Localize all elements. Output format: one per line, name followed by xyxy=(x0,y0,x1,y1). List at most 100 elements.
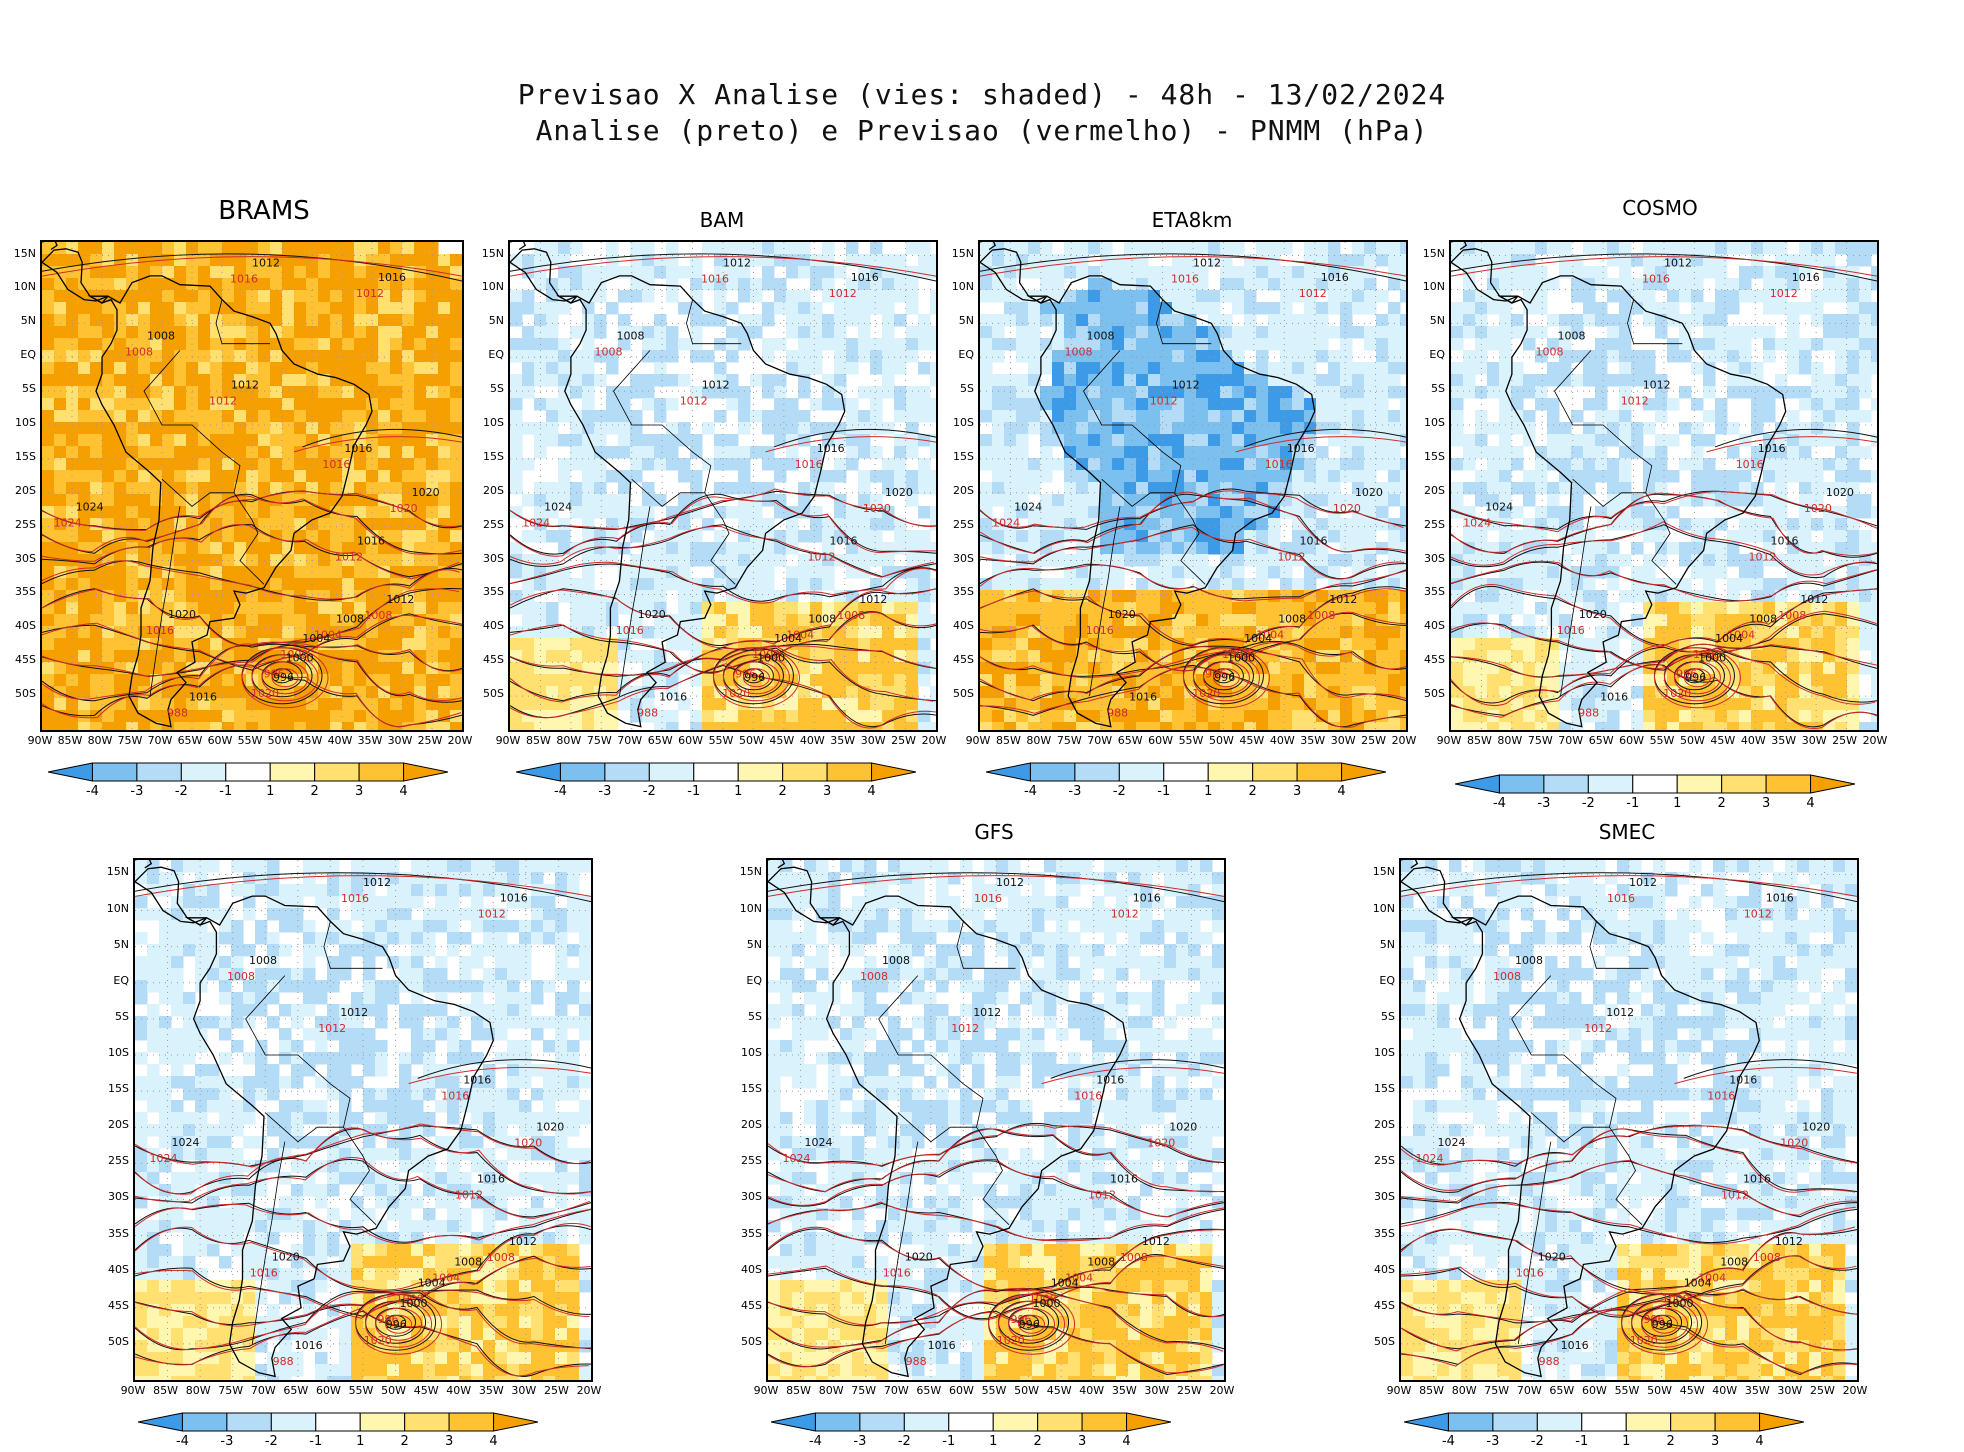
analysis-contour-label: 1012 xyxy=(231,378,259,391)
forecast-contour-label: 1008 xyxy=(595,346,623,359)
lon-tick-label: 40W xyxy=(1708,1384,1742,1397)
lon-tick-label: 55W xyxy=(1174,734,1208,747)
lon-tick-label: 40W xyxy=(795,734,829,747)
analysis-contour-label: 1012 xyxy=(1629,876,1657,889)
lon-tick-label: 25W xyxy=(413,734,447,747)
lon-tick-label: 20W xyxy=(572,1384,606,1397)
analysis-contour-label: 1016 xyxy=(1792,271,1820,284)
colorbar-label: -4 xyxy=(170,1434,194,1449)
colorbar-label: 2 xyxy=(303,784,327,799)
lat-tick-label: 30S xyxy=(1359,1190,1395,1203)
lat-tick-label: 25S xyxy=(468,518,504,531)
forecast-contour-label: 1008 xyxy=(1120,1251,1148,1264)
colorbar-swatch xyxy=(1544,775,1588,793)
forecast-contour-label: 1016 xyxy=(250,1266,278,1279)
lon-tick-label: 30W xyxy=(1326,734,1360,747)
lon-tick-label: 75W xyxy=(1523,734,1557,747)
colorbar-swatch xyxy=(815,1413,859,1431)
title-line1: Previsao X Analise (vies: shaded) - 48h … xyxy=(0,78,1964,111)
colorbar-swatch xyxy=(137,763,181,781)
lon-tick-label: 25W xyxy=(1828,734,1862,747)
lon-tick-label: 60W xyxy=(1577,1384,1611,1397)
lon-tick-label: 35W xyxy=(474,1384,508,1397)
colorbar-swatch xyxy=(405,1413,449,1431)
lon-tick-label: 35W xyxy=(1767,734,1801,747)
lon-tick-label: 85W xyxy=(782,1384,816,1397)
colorbar-swatch xyxy=(1588,775,1632,793)
colorbar-swatch xyxy=(872,763,916,781)
lon-tick-label: 50W xyxy=(1204,734,1238,747)
colorbar-swatch xyxy=(1119,763,1163,781)
lat-tick-label: 25S xyxy=(1359,1154,1395,1167)
colorbar-label: -1 xyxy=(1570,1434,1594,1449)
colorbar-swatch xyxy=(1404,1413,1448,1431)
colorbar-swatch xyxy=(1075,763,1119,781)
analysis-contour-label: 1012 xyxy=(1775,1235,1803,1248)
analysis-contour-label: 1016 xyxy=(463,1074,491,1087)
lon-tick-label: 75W xyxy=(1480,1384,1514,1397)
analysis-contour-label: 1012 xyxy=(1664,256,1692,269)
lon-tick-label: 70W xyxy=(1083,734,1117,747)
analysis-contour-label: 1020 xyxy=(1169,1120,1197,1133)
colorbar-label: 3 xyxy=(1754,796,1778,811)
lon-tick-label: 50W xyxy=(1675,734,1709,747)
colorbar-label: -1 xyxy=(1621,796,1645,811)
lat-tick-label: 30S xyxy=(468,552,504,565)
colorbar-swatch xyxy=(181,763,225,781)
analysis-contour-label: 1004 xyxy=(1051,1276,1079,1289)
colorbar-swatch xyxy=(1164,763,1208,781)
colorbar-swatch xyxy=(1030,763,1074,781)
lon-tick-label: 90W xyxy=(1382,1384,1416,1397)
colorbar-label: -3 xyxy=(1532,796,1556,811)
forecast-contour-label: 1020 xyxy=(997,1334,1025,1347)
lon-tick-label: 65W xyxy=(1113,734,1147,747)
forecast-contour-label: 1012 xyxy=(1278,551,1306,564)
lon-tick-label: 25W xyxy=(1172,1384,1206,1397)
colorbar-label: 4 xyxy=(860,784,884,799)
analysis-contour-label: 1008 xyxy=(1720,1256,1748,1269)
colorbar-label: 4 xyxy=(1799,796,1823,811)
lon-tick-label: 20W xyxy=(1387,734,1421,747)
lat-tick-label: 5S xyxy=(93,1010,129,1023)
lat-tick-label: 40S xyxy=(1409,619,1445,632)
colorbar-label: -2 xyxy=(259,1434,283,1449)
analysis-contour-label: 996 xyxy=(1019,1318,1040,1331)
lat-tick-label: 5S xyxy=(468,382,504,395)
forecast-contour-label: 1012 xyxy=(1088,1188,1116,1201)
colorbar-ramp xyxy=(1455,774,1855,794)
analysis-contour-label: 1004 xyxy=(418,1276,446,1289)
analysis-contour-label: 1000 xyxy=(286,652,314,665)
analysis-contour-label: 1020 xyxy=(638,608,666,621)
forecast-contour-label: 1020 xyxy=(251,687,279,700)
lon-tick-label: 60W xyxy=(1615,734,1649,747)
analysis-contour-label: 1016 xyxy=(1321,271,1349,284)
lat-tick-label: 5S xyxy=(726,1010,762,1023)
analysis-contour-label: 1024 xyxy=(544,500,572,513)
lon-tick-label: 45W xyxy=(409,1384,443,1397)
lat-tick-label: 25S xyxy=(726,1154,762,1167)
forecast-contour-label: 1016 xyxy=(701,272,729,285)
lat-tick-label: 50S xyxy=(726,1335,762,1348)
colorbar-label: 2 xyxy=(1241,784,1265,799)
forecast-contour-label: 1012 xyxy=(951,1022,979,1035)
colorbar-label: 3 xyxy=(347,784,371,799)
colorbar-swatch xyxy=(92,763,136,781)
colorbar-label: 2 xyxy=(771,784,795,799)
colorbar-swatch xyxy=(449,1413,493,1431)
colorbar-label: -2 xyxy=(637,784,661,799)
lon-tick-label: 60W xyxy=(674,734,708,747)
forecast-contour-label: 988 xyxy=(906,1355,927,1368)
lon-tick-label: 30W xyxy=(507,1384,541,1397)
lat-tick-label: 30S xyxy=(0,552,36,565)
forecast-contour-label: 1020 xyxy=(364,1334,392,1347)
analysis-contour-label: 996 xyxy=(1652,1318,1673,1331)
lat-tick-label: 40S xyxy=(93,1263,129,1276)
colorbar-label: -4 xyxy=(548,784,572,799)
colorbar-label: 2 xyxy=(1710,796,1734,811)
lon-tick-label: 80W xyxy=(552,734,586,747)
lat-tick-label: 25S xyxy=(0,518,36,531)
